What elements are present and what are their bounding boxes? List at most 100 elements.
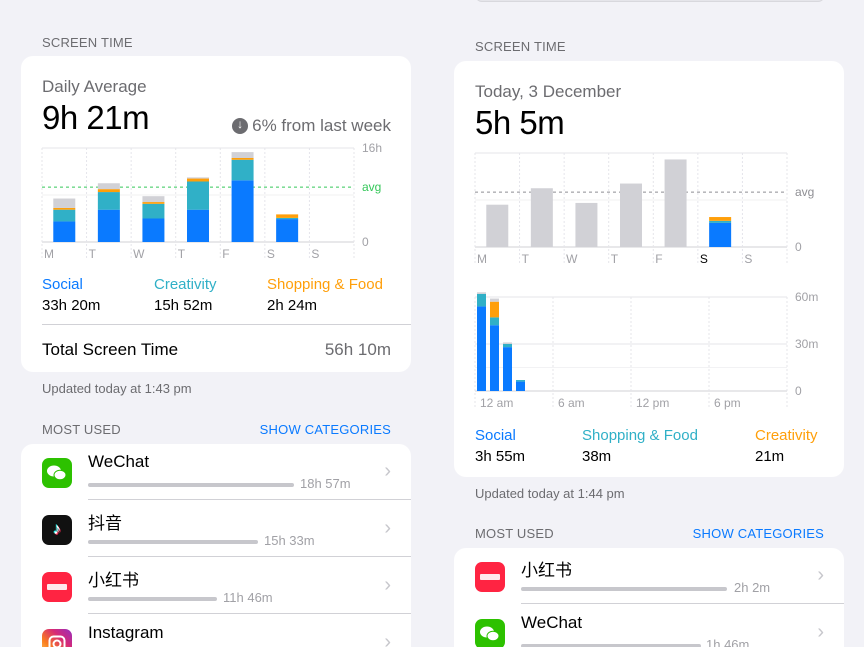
x-tick-label: 12 am [480, 396, 513, 410]
app-usage-time: 18h 57m [300, 476, 351, 491]
app-name: 小红书 [88, 571, 139, 590]
divider [521, 603, 844, 604]
bar-segment [53, 221, 76, 242]
x-tick-label: S [267, 247, 275, 261]
bar-segment [276, 217, 299, 220]
bar-segment [503, 347, 512, 391]
y-tick-label: 30m [795, 337, 818, 351]
x-tick-label: 6 am [558, 396, 585, 410]
app-row-instagram[interactable]: Instagram › [21, 615, 411, 647]
today-total-value: 5h 5m [475, 104, 565, 141]
daily-average-card[interactable]: Daily Average 9h 21m 6% from last week a… [21, 56, 411, 372]
y-tick-label: 16h [362, 141, 382, 155]
legend-social: Social 33h 20m [42, 276, 100, 314]
app-name: 抖音 [88, 514, 122, 533]
card-subtitle: Daily Average [42, 77, 147, 96]
legend-name: Social [42, 276, 83, 293]
app-name: WeChat [88, 452, 150, 471]
weekly-change-text: 6% from last week [252, 116, 391, 135]
bar-segment [516, 381, 525, 391]
legend-creativity: Creativity 15h 52m [154, 276, 217, 314]
app-name: Instagram [88, 623, 164, 642]
legend-shopping: Shopping & Food 38m [582, 427, 698, 465]
usage-bar [88, 483, 294, 487]
xiaohongshu-icon [475, 562, 505, 592]
wechat-icon [475, 619, 505, 647]
legend-name: Shopping & Food [582, 427, 698, 444]
legend-value: 3h 55m [475, 448, 526, 465]
bar-segment [490, 317, 499, 326]
app-row-wechat[interactable]: WeChat 18h 57m › [21, 444, 411, 500]
bar-segment [142, 203, 165, 219]
x-tick-label: F [655, 252, 662, 266]
show-categories-button[interactable]: SHOW CATEGORIES [259, 422, 391, 437]
bar-segment [97, 209, 120, 242]
bar-segment [516, 380, 525, 382]
bar-segment [503, 344, 512, 348]
weekly-usage-chart[interactable]: avg 16h 0 M T W T F S S [41, 141, 392, 268]
bar-segment [142, 202, 165, 204]
hourly-usage-chart[interactable]: 60m 30m 0 12 am 6 am 12 pm 6 pm [474, 290, 825, 417]
bar-segment [709, 220, 732, 223]
show-categories-button[interactable]: SHOW CATEGORIES [692, 526, 824, 541]
legend-value: 2h 24m [267, 297, 318, 314]
section-label: SCREEN TIME [42, 35, 133, 50]
bar-segment [53, 198, 76, 208]
x-tick-label: M [477, 252, 487, 266]
y-tick-label: 0 [795, 384, 802, 398]
bar-segment [490, 301, 499, 318]
divider [88, 499, 411, 500]
x-tick-label: W [133, 247, 145, 261]
avg-label: avg [362, 180, 381, 194]
bar-segment [530, 188, 553, 247]
weekly-usage-chart[interactable]: avg 0 M T W T F S S [474, 152, 825, 273]
app-usage-time: 1h 46m [706, 637, 750, 647]
card-subtitle: Today, 3 December [475, 82, 622, 101]
app-name: 小红书 [521, 561, 572, 580]
avg-label: avg [795, 185, 814, 199]
legend-name: Shopping & Food [267, 276, 383, 293]
y-tick-label: 60m [795, 290, 818, 304]
bar-segment [709, 217, 732, 221]
most-used-label: MOST USED [475, 526, 554, 541]
bar-segment [142, 218, 165, 242]
section-label: SCREEN TIME [475, 39, 566, 54]
bar-segment [142, 196, 165, 203]
instagram-icon [42, 629, 72, 647]
x-tick-label: T [611, 252, 619, 266]
app-usage-time: 11h 46m [223, 590, 273, 605]
bar-segment [231, 180, 254, 242]
app-row-xiaohongshu[interactable]: 小红书 2h 2m › [454, 548, 844, 604]
usage-bar [88, 597, 217, 601]
total-screen-time-value: 56h 10m [324, 340, 391, 359]
chevron-right-icon: › [384, 631, 391, 647]
bar-segment [97, 183, 120, 190]
x-tick-label: M [44, 247, 54, 261]
bar-segment [477, 292, 486, 294]
chevron-right-icon: › [817, 621, 824, 643]
legend-value: 21m [755, 448, 785, 465]
app-row-wechat[interactable]: WeChat 1h 46m › [454, 605, 844, 647]
today-card[interactable]: Today, 3 December 5h 5m avg 0 M T W T F S S 60m 3… [454, 61, 844, 477]
douyin-icon: ♪ [42, 515, 72, 545]
x-tick-label: T [89, 247, 97, 261]
segmented-control[interactable] [475, 0, 825, 2]
daily-average-value: 9h 21m [42, 99, 150, 136]
bar-segment [486, 204, 509, 247]
x-tick-label: S [744, 252, 752, 266]
x-tick-label: T [522, 252, 530, 266]
app-row-xiaohongshu[interactable]: 小红书 11h 46m › [21, 558, 411, 614]
x-tick-label: 6 pm [714, 396, 741, 410]
x-tick-label: W [566, 252, 578, 266]
bar-segment [187, 177, 209, 179]
bar-segment [503, 342, 512, 344]
bar-segment [709, 222, 732, 247]
legend-name: Creativity [154, 276, 217, 293]
legend-social: Social 3h 55m [475, 427, 525, 465]
bar-segment [187, 209, 209, 242]
app-row-douyin[interactable]: ♪ 抖音 15h 33m › [21, 501, 411, 557]
usage-bar [521, 587, 727, 591]
most-used-list: WeChat 18h 57m › ♪ 抖音 15h 33m › 小红书 11h … [21, 444, 411, 647]
divider [42, 324, 411, 325]
app-name: WeChat [521, 613, 583, 632]
